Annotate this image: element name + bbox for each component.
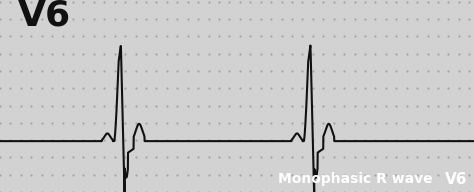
Text: V6: V6 — [18, 0, 71, 33]
Text: V6: V6 — [445, 172, 467, 187]
Text: Monophasic R wave: Monophasic R wave — [278, 172, 432, 186]
